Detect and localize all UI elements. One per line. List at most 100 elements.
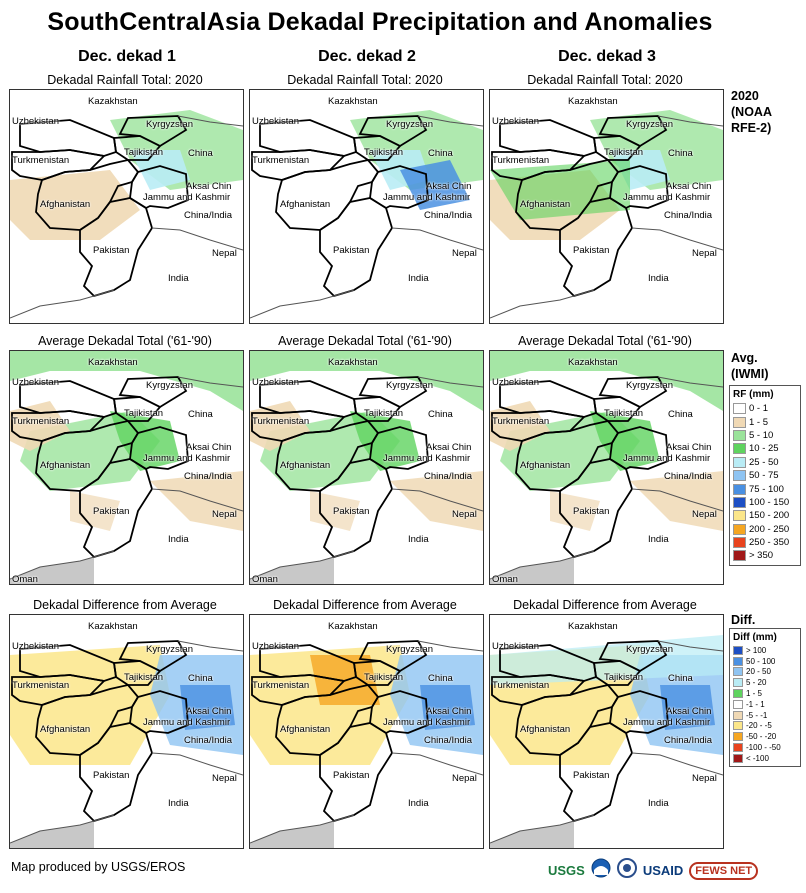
map-credit: Map produced by USGS/EROS bbox=[11, 860, 186, 874]
label-jammu-kashmir: Jammu and Kashmir bbox=[383, 192, 471, 203]
rf-legend-item: 25 - 50 bbox=[733, 456, 797, 469]
label-kazakhstan: Kazakhstan bbox=[328, 621, 378, 632]
label-tajikistan: Tajikistan bbox=[364, 672, 404, 683]
label-afghanistan: Afghanistan bbox=[280, 724, 331, 735]
diff-legend-item: -100 - -50 bbox=[733, 742, 797, 753]
label-afghanistan: Afghanistan bbox=[40, 724, 91, 735]
label-oman: Oman bbox=[12, 574, 38, 585]
label-china: China bbox=[668, 409, 693, 420]
label-india: India bbox=[408, 534, 429, 545]
label-india: India bbox=[408, 798, 429, 809]
label-aksai-chin: Aksai Chin bbox=[186, 706, 232, 717]
label-pakistan: Pakistan bbox=[573, 770, 610, 781]
diff-legend-label: -5 - -1 bbox=[746, 710, 768, 720]
row-label-diff: Diff. bbox=[731, 613, 756, 627]
label-india: India bbox=[648, 798, 669, 809]
label-kyrgyzstan: Kyrgyzstan bbox=[146, 380, 193, 391]
diff-legend-item: -20 - -5 bbox=[733, 721, 797, 732]
rf-legend-swatch bbox=[733, 537, 746, 549]
label-nepal: Nepal bbox=[452, 248, 477, 259]
rf-legend-item: 1 - 5 bbox=[733, 415, 797, 428]
label-kazakhstan: Kazakhstan bbox=[568, 357, 618, 368]
rf-legend-item: 250 - 350 bbox=[733, 536, 797, 549]
label-nepal: Nepal bbox=[452, 773, 477, 784]
label-afghanistan: Afghanistan bbox=[40, 199, 91, 210]
map-title-average-1: Average Dekadal Total ('61-'90) bbox=[38, 334, 212, 348]
label-pakistan: Pakistan bbox=[333, 506, 370, 517]
map-canvas bbox=[10, 110, 243, 319]
diff-legend-swatch bbox=[733, 721, 743, 731]
map-title-average-2: Average Dekadal Total ('61-'90) bbox=[278, 334, 452, 348]
label-china: China bbox=[668, 673, 693, 684]
label-jammu-kashmir: Jammu and Kashmir bbox=[383, 717, 471, 728]
usgs-logo: USGS bbox=[548, 863, 585, 878]
rf-legend-item: 75 - 100 bbox=[733, 482, 797, 495]
map-average-dekad-1: Kazakhstan Uzbekistan Kyrgyzstan Turkmenist… bbox=[9, 350, 244, 585]
diff-legend-swatch bbox=[733, 667, 743, 677]
label-tajikistan: Tajikistan bbox=[124, 408, 164, 419]
rf-legend-label: 150 - 200 bbox=[749, 510, 790, 522]
diff-legend-label: 1 - 5 bbox=[746, 689, 763, 699]
label-nepal: Nepal bbox=[692, 248, 717, 259]
diff-legend-item: 20 - 50 bbox=[733, 667, 797, 678]
label-kyrgyzstan: Kyrgyzstan bbox=[146, 119, 193, 130]
rf-legend-item: 50 - 75 bbox=[733, 469, 797, 482]
map-title-difference-1: Dekadal Difference from Average bbox=[33, 598, 217, 612]
rf-legend-swatch bbox=[733, 523, 746, 535]
column-header-dekad-3: Dec. dekad 3 bbox=[558, 48, 656, 65]
label-turkmenistan: Turkmenistan bbox=[252, 680, 310, 691]
label-pakistan: Pakistan bbox=[93, 506, 130, 517]
label-afghanistan: Afghanistan bbox=[280, 199, 331, 210]
label-china-india: China/India bbox=[424, 735, 473, 746]
label-afghanistan: Afghanistan bbox=[520, 199, 571, 210]
diff-legend-label: < -100 bbox=[746, 753, 769, 763]
label-uzbekistan: Uzbekistan bbox=[252, 116, 299, 127]
map-canvas bbox=[250, 640, 483, 848]
diff-legend-swatch bbox=[733, 645, 743, 655]
label-kazakhstan: Kazakhstan bbox=[568, 96, 618, 107]
label-india: India bbox=[168, 534, 189, 545]
label-aksai-chin: Aksai Chin bbox=[186, 181, 232, 192]
label-nepal: Nepal bbox=[692, 773, 717, 784]
rf-legend-label: 200 - 250 bbox=[749, 523, 790, 535]
label-kazakhstan: Kazakhstan bbox=[88, 357, 138, 368]
label-aksai-chin: Aksai Chin bbox=[426, 181, 472, 192]
label-kazakhstan: Kazakhstan bbox=[328, 96, 378, 107]
column-header-dekad-1: Dec. dekad 1 bbox=[78, 48, 176, 65]
diff-legend-item: 1 - 5 bbox=[733, 688, 797, 699]
label-uzbekistan: Uzbekistan bbox=[12, 116, 59, 127]
label-china-india: China/India bbox=[184, 471, 233, 482]
rf-legend-item: 0 - 1 bbox=[733, 402, 797, 415]
label-turkmenistan: Turkmenistan bbox=[492, 416, 550, 427]
rf-legend-label: 10 - 25 bbox=[749, 443, 779, 455]
label-tajikistan: Tajikistan bbox=[604, 147, 644, 158]
label-jammu-kashmir: Jammu and Kashmir bbox=[623, 717, 711, 728]
label-uzbekistan: Uzbekistan bbox=[252, 641, 299, 652]
rf-legend-swatch bbox=[733, 510, 746, 522]
diff-legend-item: 5 - 20 bbox=[733, 677, 797, 688]
label-india: India bbox=[168, 798, 189, 809]
label-jammu-kashmir: Jammu and Kashmir bbox=[623, 453, 711, 464]
rf-legend-label: 25 - 50 bbox=[749, 456, 779, 468]
map-difference-dekad-1: Kazakhstan Uzbekistan Kyrgyzstan Turkmenist… bbox=[9, 614, 244, 849]
label-uzbekistan: Uzbekistan bbox=[12, 377, 59, 388]
usaid-logo: USAID bbox=[642, 863, 684, 878]
label-oman: Oman bbox=[252, 574, 278, 585]
label-tajikistan: Tajikistan bbox=[364, 408, 404, 419]
label-turkmenistan: Turkmenistan bbox=[12, 155, 70, 166]
label-tajikistan: Tajikistan bbox=[604, 672, 644, 683]
difference-legend: Diff (mm) > 100 50 - 100 20 - 50 5 - 20 1 - … bbox=[729, 628, 801, 767]
map-title-difference-3: Dekadal Difference from Average bbox=[513, 598, 697, 612]
label-kazakhstan: Kazakhstan bbox=[568, 621, 618, 632]
diff-legend-label: -1 - 1 bbox=[746, 699, 765, 709]
noaa-logo-icon bbox=[591, 858, 611, 883]
label-uzbekistan: Uzbekistan bbox=[492, 377, 539, 388]
map-rainfall-2020-dekad-3: Kazakhstan Uzbekistan Kyrgyzstan Turkmenist… bbox=[489, 89, 724, 324]
map-canvas bbox=[10, 351, 243, 584]
label-uzbekistan: Uzbekistan bbox=[12, 641, 59, 652]
label-kyrgyzstan: Kyrgyzstan bbox=[386, 119, 433, 130]
label-nepal: Nepal bbox=[452, 509, 477, 520]
label-pakistan: Pakistan bbox=[93, 770, 130, 781]
label-kazakhstan: Kazakhstan bbox=[328, 357, 378, 368]
